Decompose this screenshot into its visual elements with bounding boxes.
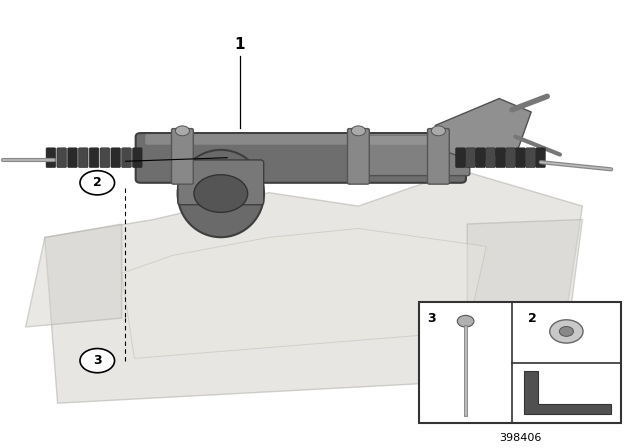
FancyBboxPatch shape: [111, 148, 120, 168]
Ellipse shape: [177, 150, 264, 237]
Circle shape: [80, 349, 115, 373]
Polygon shape: [26, 224, 122, 327]
FancyBboxPatch shape: [466, 148, 476, 168]
Text: 2: 2: [93, 176, 102, 190]
Text: 398406: 398406: [499, 433, 541, 443]
Text: 2: 2: [528, 312, 537, 325]
FancyBboxPatch shape: [79, 148, 88, 168]
FancyBboxPatch shape: [132, 148, 142, 168]
FancyBboxPatch shape: [525, 148, 535, 168]
FancyBboxPatch shape: [57, 148, 67, 168]
Text: 3: 3: [428, 312, 436, 325]
Polygon shape: [467, 220, 582, 318]
Text: 1: 1: [235, 37, 245, 52]
FancyBboxPatch shape: [516, 148, 525, 168]
Polygon shape: [524, 371, 611, 414]
FancyBboxPatch shape: [486, 148, 495, 168]
FancyBboxPatch shape: [68, 148, 77, 168]
FancyBboxPatch shape: [476, 148, 485, 168]
Text: 3: 3: [93, 354, 102, 367]
Circle shape: [175, 126, 189, 136]
FancyBboxPatch shape: [506, 148, 515, 168]
Circle shape: [431, 126, 445, 136]
Circle shape: [194, 175, 248, 212]
FancyBboxPatch shape: [428, 129, 449, 184]
Circle shape: [550, 320, 583, 343]
FancyBboxPatch shape: [353, 135, 470, 176]
Circle shape: [458, 315, 474, 327]
FancyBboxPatch shape: [456, 148, 465, 168]
FancyBboxPatch shape: [46, 148, 56, 168]
Polygon shape: [122, 228, 486, 358]
FancyBboxPatch shape: [178, 160, 264, 205]
FancyBboxPatch shape: [172, 129, 193, 184]
FancyBboxPatch shape: [122, 148, 131, 168]
Circle shape: [559, 327, 573, 336]
Polygon shape: [435, 99, 531, 161]
FancyBboxPatch shape: [145, 134, 450, 145]
FancyBboxPatch shape: [536, 148, 545, 168]
FancyBboxPatch shape: [100, 148, 109, 168]
FancyBboxPatch shape: [419, 302, 621, 423]
FancyBboxPatch shape: [136, 133, 466, 183]
Polygon shape: [45, 170, 582, 403]
FancyBboxPatch shape: [348, 129, 369, 184]
FancyBboxPatch shape: [90, 148, 99, 168]
Circle shape: [351, 126, 365, 136]
FancyBboxPatch shape: [495, 148, 506, 168]
Circle shape: [80, 171, 115, 195]
